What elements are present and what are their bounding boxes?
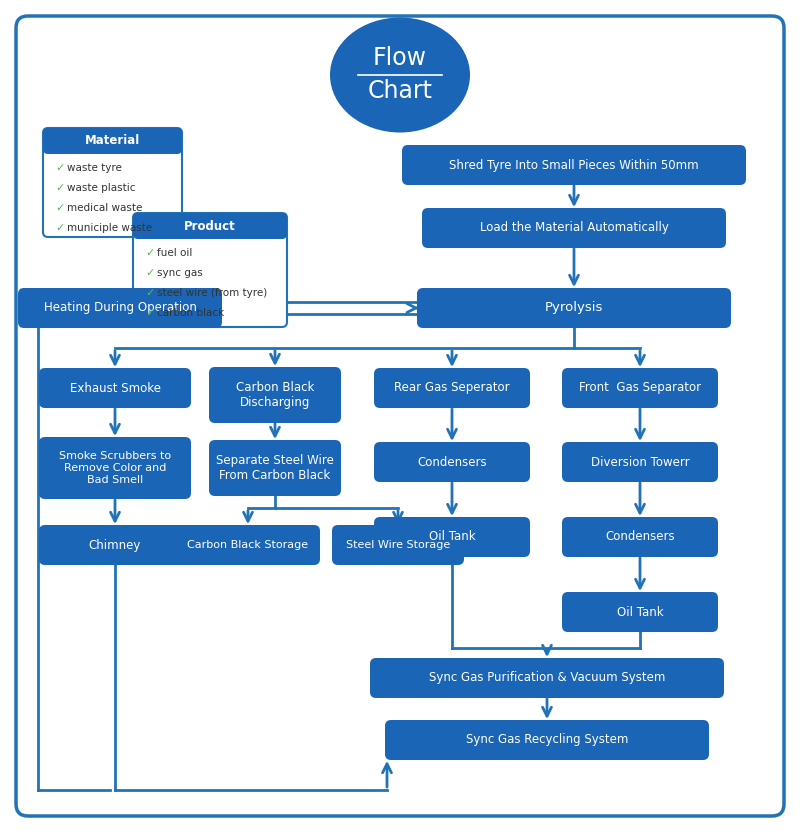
Text: Carbon Black Storage: Carbon Black Storage bbox=[187, 540, 309, 550]
FancyBboxPatch shape bbox=[385, 720, 709, 760]
FancyBboxPatch shape bbox=[374, 368, 530, 408]
Text: carbon black: carbon black bbox=[157, 308, 224, 318]
FancyBboxPatch shape bbox=[39, 525, 191, 565]
FancyBboxPatch shape bbox=[562, 368, 718, 408]
FancyBboxPatch shape bbox=[18, 288, 222, 328]
Text: Flow: Flow bbox=[373, 46, 427, 70]
FancyBboxPatch shape bbox=[39, 437, 191, 499]
Text: ✓: ✓ bbox=[145, 268, 154, 278]
FancyBboxPatch shape bbox=[332, 525, 464, 565]
Text: Load the Material Automatically: Load the Material Automatically bbox=[479, 221, 669, 235]
Text: Chimney: Chimney bbox=[89, 538, 141, 552]
FancyBboxPatch shape bbox=[39, 368, 191, 408]
FancyBboxPatch shape bbox=[422, 208, 726, 248]
Text: Front  Gas Separator: Front Gas Separator bbox=[579, 382, 701, 394]
FancyBboxPatch shape bbox=[43, 128, 182, 154]
Text: fuel oil: fuel oil bbox=[157, 248, 192, 258]
Text: medical waste: medical waste bbox=[67, 203, 142, 213]
Text: Shred Tyre Into Small Pieces Within 50mm: Shred Tyre Into Small Pieces Within 50mm bbox=[449, 159, 699, 171]
Text: ✓: ✓ bbox=[145, 288, 154, 298]
Text: Separate Steel Wire
From Carbon Black: Separate Steel Wire From Carbon Black bbox=[216, 454, 334, 482]
Text: ✓: ✓ bbox=[55, 183, 64, 193]
Text: Chart: Chart bbox=[367, 79, 433, 103]
Text: Smoke Scrubbers to
Remove Color and
Bad Smell: Smoke Scrubbers to Remove Color and Bad … bbox=[59, 452, 171, 484]
FancyBboxPatch shape bbox=[374, 442, 530, 482]
FancyBboxPatch shape bbox=[133, 213, 287, 239]
Text: municiple waste: municiple waste bbox=[67, 223, 152, 233]
Text: waste tyre: waste tyre bbox=[67, 163, 122, 173]
Text: ✓: ✓ bbox=[55, 203, 64, 213]
FancyBboxPatch shape bbox=[133, 213, 287, 327]
Text: Condensers: Condensers bbox=[605, 531, 675, 543]
Text: steel wire (from tyre): steel wire (from tyre) bbox=[157, 288, 267, 298]
Text: Steel Wire Storage: Steel Wire Storage bbox=[346, 540, 450, 550]
Text: Pyrolysis: Pyrolysis bbox=[545, 301, 603, 314]
FancyBboxPatch shape bbox=[374, 517, 530, 557]
Text: ✓: ✓ bbox=[145, 248, 154, 258]
Text: Product: Product bbox=[184, 220, 236, 232]
Text: ✓: ✓ bbox=[145, 308, 154, 318]
FancyBboxPatch shape bbox=[562, 442, 718, 482]
Text: Rear Gas Seperator: Rear Gas Seperator bbox=[394, 382, 510, 394]
FancyBboxPatch shape bbox=[370, 658, 724, 698]
Text: Material: Material bbox=[85, 135, 140, 147]
FancyBboxPatch shape bbox=[43, 128, 182, 237]
FancyBboxPatch shape bbox=[209, 440, 341, 496]
Text: Carbon Black
Discharging: Carbon Black Discharging bbox=[236, 381, 314, 409]
Text: Sync Gas Purification & Vacuum System: Sync Gas Purification & Vacuum System bbox=[429, 671, 665, 685]
Text: Sync Gas Recycling System: Sync Gas Recycling System bbox=[466, 734, 628, 746]
FancyBboxPatch shape bbox=[417, 288, 731, 328]
Text: Oil Tank: Oil Tank bbox=[429, 531, 475, 543]
FancyBboxPatch shape bbox=[209, 367, 341, 423]
Text: Heating During Operation: Heating During Operation bbox=[43, 301, 197, 314]
FancyBboxPatch shape bbox=[562, 517, 718, 557]
Text: Oil Tank: Oil Tank bbox=[617, 606, 663, 618]
FancyBboxPatch shape bbox=[16, 16, 784, 816]
FancyBboxPatch shape bbox=[402, 145, 746, 185]
Text: Exhaust Smoke: Exhaust Smoke bbox=[70, 382, 161, 394]
Text: waste plastic: waste plastic bbox=[67, 183, 135, 193]
Text: Diversion Towerr: Diversion Towerr bbox=[590, 455, 690, 468]
Text: ✓: ✓ bbox=[55, 223, 64, 233]
Text: ✓: ✓ bbox=[55, 163, 64, 173]
Ellipse shape bbox=[330, 17, 470, 132]
FancyBboxPatch shape bbox=[176, 525, 320, 565]
FancyBboxPatch shape bbox=[562, 592, 718, 632]
Text: Condensers: Condensers bbox=[417, 455, 487, 468]
Text: sync gas: sync gas bbox=[157, 268, 202, 278]
